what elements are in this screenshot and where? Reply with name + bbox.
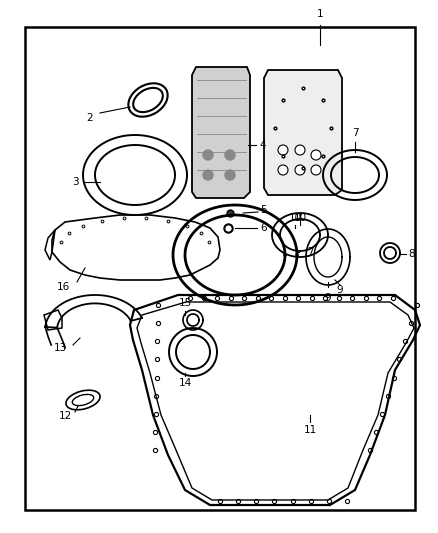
Text: 7: 7 [307,247,314,257]
Text: 6: 6 [260,223,267,233]
Text: 8: 8 [408,249,415,259]
Circle shape [295,145,305,155]
Text: 16: 16 [57,282,70,292]
Text: 10: 10 [289,213,301,223]
Text: 10: 10 [293,213,307,223]
Circle shape [295,165,305,175]
Circle shape [225,150,235,160]
Text: 9: 9 [325,293,331,303]
Circle shape [203,170,213,180]
Text: 11: 11 [304,425,317,435]
Circle shape [203,150,213,160]
Text: 1: 1 [317,9,323,19]
Polygon shape [264,70,342,195]
Circle shape [311,150,321,160]
Circle shape [278,165,288,175]
Text: 4: 4 [260,140,266,150]
Text: 14: 14 [178,378,192,388]
Text: 12: 12 [58,411,72,421]
Circle shape [311,165,321,175]
Text: 13: 13 [53,343,67,353]
Text: 5: 5 [260,205,267,215]
Circle shape [225,170,235,180]
Text: 7: 7 [352,128,358,138]
Text: 2: 2 [87,113,93,123]
Text: 3: 3 [72,177,78,187]
Text: 15: 15 [178,298,192,308]
Polygon shape [192,67,250,198]
Circle shape [278,145,288,155]
Bar [25,27,415,510]
Text: 9: 9 [337,285,343,295]
